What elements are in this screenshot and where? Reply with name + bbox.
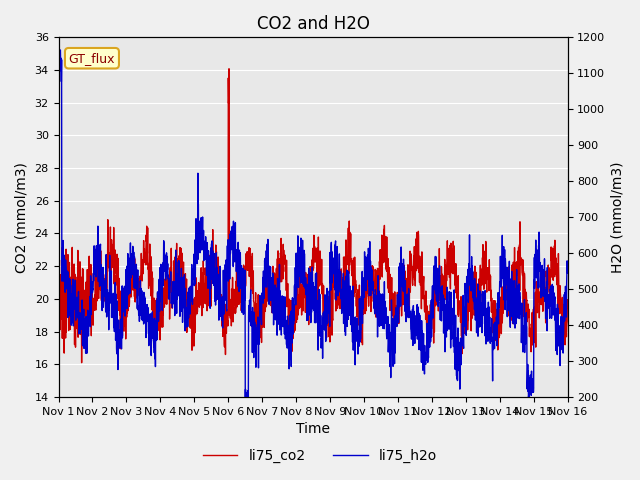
Text: GT_flux: GT_flux (68, 52, 115, 65)
li75_h2o (328, 249, 335, 254)
li75_h2o (533, 250, 541, 255)
li75_co2 (564, 305, 572, 311)
li75_co2 (196, 278, 204, 284)
li75_h2o (339, 276, 347, 282)
li75_co2 (328, 289, 335, 295)
Line: li75_co2: li75_co2 (58, 69, 568, 389)
li75_h2o (54, 81, 62, 86)
li75_h2o (519, 349, 527, 355)
li75_co2 (519, 257, 527, 263)
li75_h2o (241, 394, 249, 400)
li75_h2o (197, 247, 205, 252)
li75_co2 (339, 280, 346, 286)
Line: li75_h2o: li75_h2o (58, 50, 568, 397)
Title: CO2 and H2O: CO2 and H2O (257, 15, 369, 33)
li75_h2o (461, 281, 469, 287)
li75_co2 (225, 66, 233, 72)
X-axis label: Time: Time (296, 422, 330, 436)
li75_h2o (564, 263, 572, 269)
Y-axis label: CO2 (mmol/m3): CO2 (mmol/m3) (15, 162, 29, 273)
li75_h2o (56, 47, 64, 53)
Legend: li75_co2, li75_h2o: li75_co2, li75_h2o (197, 443, 443, 468)
li75_co2 (461, 312, 468, 317)
li75_co2 (533, 305, 541, 311)
li75_co2 (54, 386, 62, 392)
Y-axis label: H2O (mmol/m3): H2O (mmol/m3) (611, 161, 625, 273)
